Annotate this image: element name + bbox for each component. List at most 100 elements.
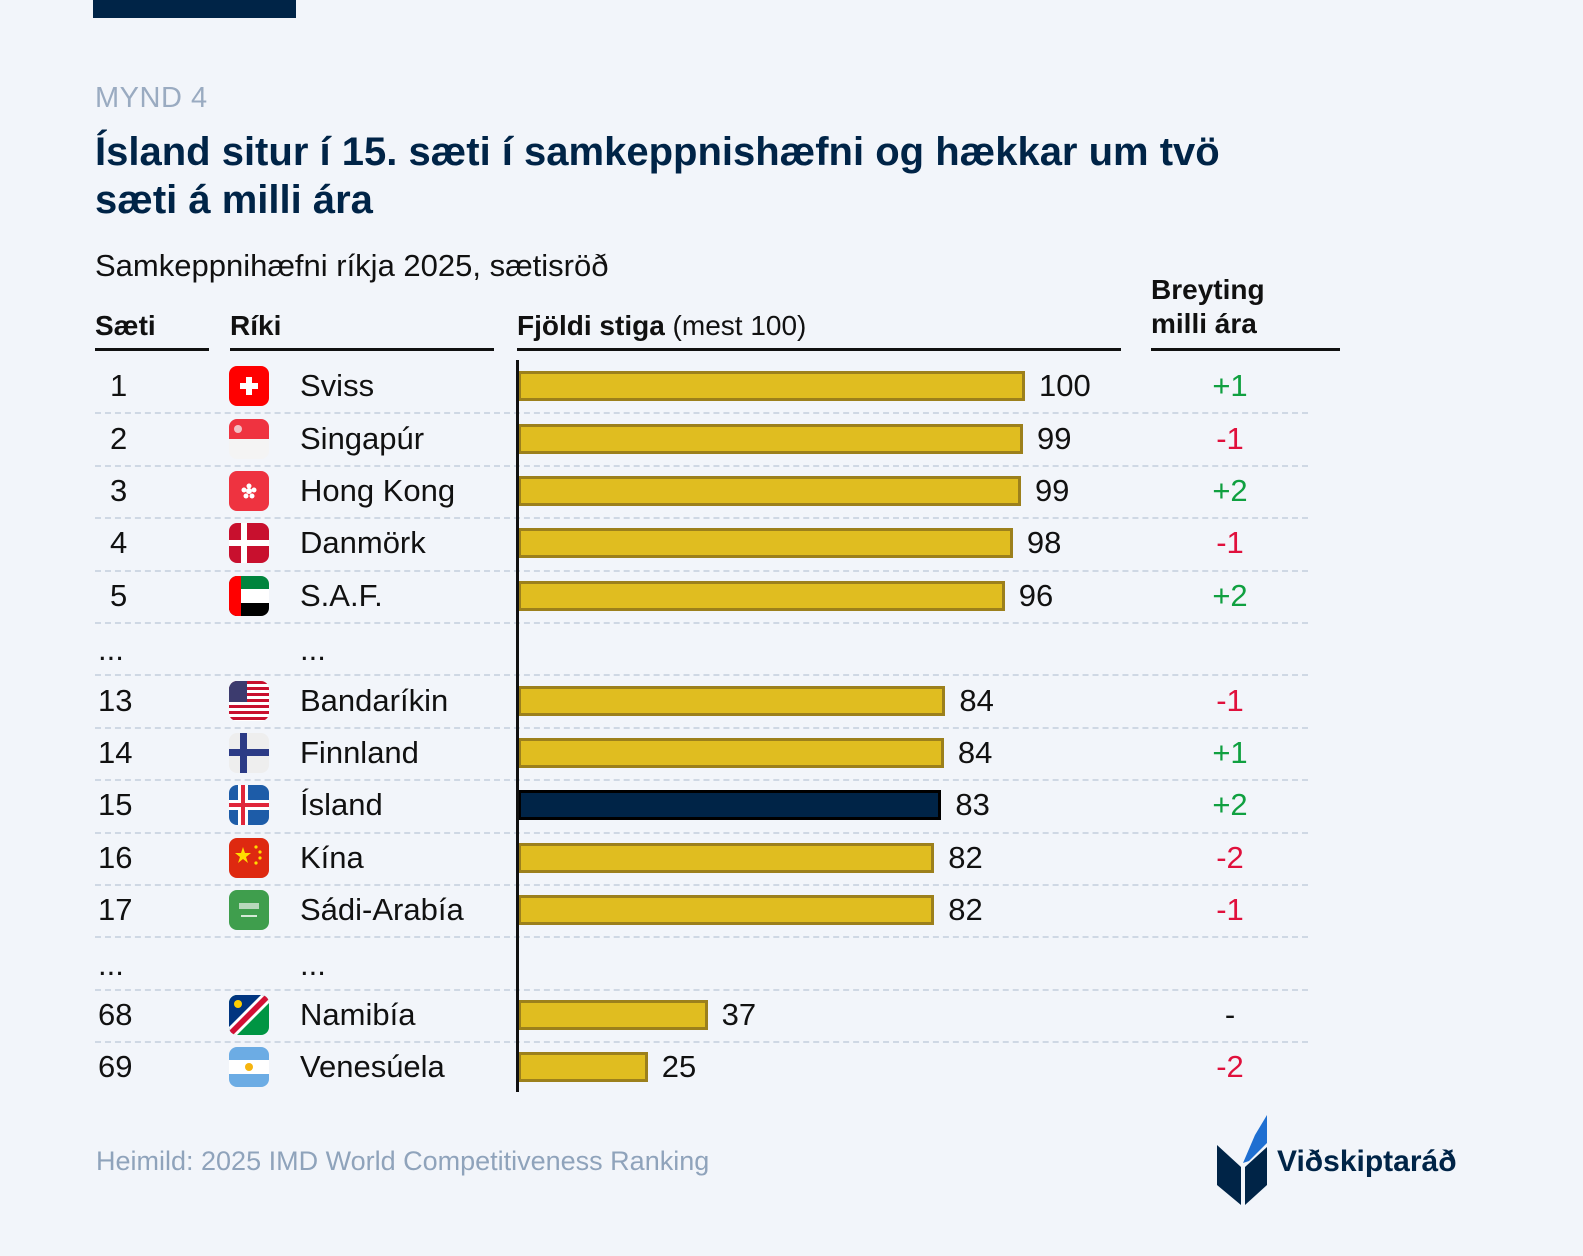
bar-value-label: 99 — [1036, 420, 1072, 456]
bar-value-label: 82 — [948, 839, 983, 875]
flag-usa-icon — [229, 680, 269, 721]
bar — [518, 423, 1023, 454]
rank-cell: 14 — [98, 735, 133, 770]
row-separator — [95, 988, 1308, 991]
country-ellipsis: ... — [300, 632, 326, 668]
change-value: +2 — [1212, 473, 1248, 508]
bar-value-label: 82 — [948, 892, 983, 928]
rank-cell: 13 — [98, 682, 133, 718]
row-separator — [95, 884, 1308, 886]
logo-mark-icon — [1217, 1115, 1267, 1205]
rank-cell: 5 — [110, 577, 128, 613]
bar — [518, 738, 944, 768]
bar-value-label: 96 — [1018, 577, 1054, 613]
row-separator — [95, 779, 1308, 782]
change-value: +2 — [1212, 577, 1248, 613]
bar-value-label: 83 — [955, 787, 990, 823]
brand-logo: Viðskiptaráð — [1215, 1115, 1485, 1207]
bar — [518, 895, 935, 926]
column-header-country: Ríki — [230, 310, 282, 341]
rank-cell: 69 — [98, 1049, 133, 1085]
column-rule-score — [517, 348, 1121, 351]
row-separator — [95, 726, 1308, 729]
rank-cell: 68 — [98, 997, 133, 1032]
rank-ellipsis: ... — [98, 632, 124, 668]
country-name: Singapúr — [300, 420, 425, 456]
bar-value-label: 25 — [661, 1049, 697, 1085]
flag-denmark-icon — [229, 523, 269, 564]
country-name: S.A.F. — [300, 577, 383, 613]
flag-argentina-like-icon — [229, 1047, 269, 1088]
bar — [518, 1000, 708, 1030]
country-name: Finnland — [300, 735, 419, 770]
column-header-score: Fjöldi stiga (mest 100) — [517, 309, 806, 343]
column-rule-change — [1151, 348, 1340, 351]
country-name: Ísland — [300, 787, 383, 823]
flag-finland-icon — [229, 733, 269, 773]
rank-cell: 1 — [110, 368, 128, 404]
change-value: -1 — [1216, 420, 1244, 456]
country-name: Sviss — [300, 368, 375, 404]
country-name: Bandaríkin — [300, 682, 449, 718]
change-value: -1 — [1216, 682, 1244, 718]
chart-subtitle: Samkeppnihæfni ríkja 2025, sætisröð — [95, 248, 609, 283]
bar-value-label: 100 — [1039, 368, 1091, 404]
rank-cell: 17 — [98, 892, 133, 928]
bar — [518, 580, 1005, 611]
rank-ellipsis: ... — [98, 946, 124, 982]
chart-axis-line — [516, 360, 519, 1092]
country-name: Sádi-Arabía — [300, 892, 464, 928]
bar — [518, 685, 946, 716]
column-rule-country — [230, 348, 494, 351]
row-separator — [95, 464, 1308, 467]
row-separator — [95, 936, 1308, 939]
row-separator — [95, 569, 1308, 572]
chart-title: Ísland situr í 15. sæti í samkeppnishæfn… — [95, 130, 1220, 222]
change-value: -2 — [1216, 1049, 1244, 1085]
flag-uae-icon — [229, 575, 269, 616]
row-separator — [95, 412, 1308, 415]
change-value: +1 — [1212, 368, 1248, 404]
country-ellipsis: ... — [300, 946, 326, 982]
top-accent-bar — [93, 0, 296, 18]
column-header-rank: Sæti — [95, 310, 156, 341]
rank-cell: 2 — [110, 420, 128, 456]
bar-value-label: 98 — [1026, 525, 1062, 561]
bar-value-label: 37 — [721, 997, 757, 1032]
row-separator — [95, 622, 1308, 624]
column-header-change: Breyting milli ára — [1151, 273, 1265, 341]
row-separator — [95, 517, 1308, 520]
country-name: Kína — [300, 839, 364, 875]
rank-cell: 15 — [98, 787, 133, 823]
logo-text: Viðskiptaráð — [1277, 1145, 1457, 1178]
column-header-score-bold: Fjöldi stiga — [517, 310, 665, 341]
bar-value-label: 84 — [957, 735, 993, 770]
flag-singapore-icon — [229, 418, 269, 459]
change-value: +1 — [1212, 735, 1248, 770]
source-note: Heimild: 2025 IMD World Competitiveness … — [96, 1146, 710, 1176]
bar — [518, 476, 1021, 506]
country-name: Venesúela — [300, 1049, 445, 1085]
flag-iceland-icon — [229, 785, 269, 826]
change-value: -1 — [1216, 525, 1244, 561]
column-header-change-line2: milli ára — [1151, 308, 1257, 339]
change-value: - — [1224, 997, 1236, 1032]
change-value: -1 — [1216, 892, 1244, 928]
flag-namibia-icon — [229, 995, 269, 1035]
column-header-score-note: (mest 100) — [664, 310, 807, 341]
bar-value-label: 84 — [959, 682, 994, 718]
bar-value-label: 99 — [1034, 473, 1070, 508]
bar — [518, 528, 1013, 559]
rank-cell: 4 — [110, 525, 128, 561]
flag-china-icon — [229, 837, 269, 878]
rank-cell: 16 — [98, 839, 133, 875]
change-value: -2 — [1216, 839, 1244, 875]
country-name: Danmörk — [300, 525, 426, 561]
rank-cell: 3 — [110, 473, 128, 508]
country-name: Hong Kong — [300, 473, 456, 508]
column-rule-rank — [95, 348, 209, 351]
bar-highlight — [518, 790, 942, 821]
flag-saudi-icon — [229, 890, 269, 931]
figure-label: MYND 4 — [95, 82, 208, 114]
row-separator — [95, 1041, 1308, 1044]
